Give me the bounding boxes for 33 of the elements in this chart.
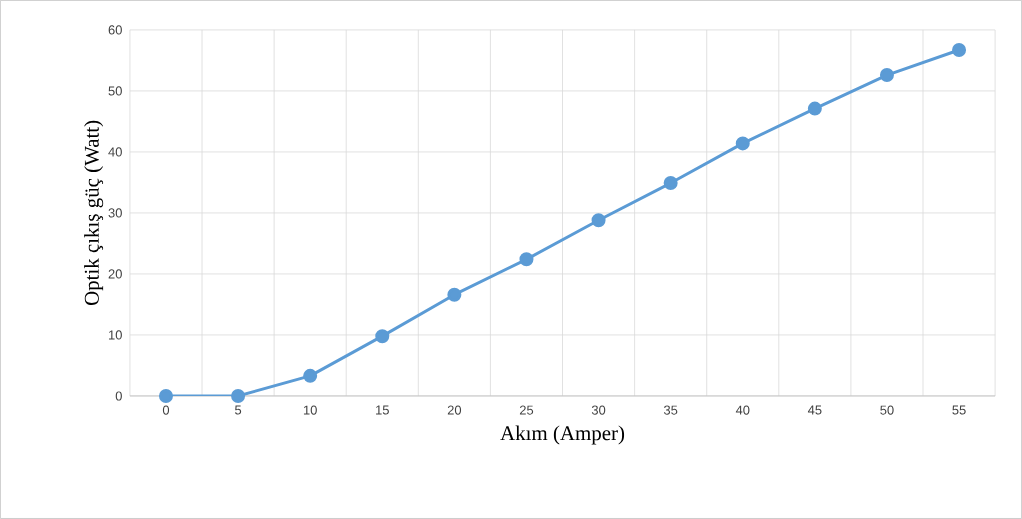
y-axis-title: Optik çıkış güç (Watt) xyxy=(84,120,104,306)
x-tick-label: 20 xyxy=(447,405,462,415)
y-tick-label: 20 xyxy=(108,269,122,279)
point xyxy=(158,389,173,404)
x-tick-label: 5 xyxy=(234,405,242,415)
point xyxy=(879,68,894,83)
y-tick-label: 10 xyxy=(108,330,122,340)
point xyxy=(447,287,462,302)
point xyxy=(591,213,606,228)
point xyxy=(952,43,967,58)
y-tick-label: 0 xyxy=(115,391,122,401)
x-tick-label: 25 xyxy=(519,405,534,415)
point xyxy=(807,101,822,116)
x-tick-label: 30 xyxy=(591,405,606,415)
x-tick-label: 40 xyxy=(735,405,750,415)
x-axis-title: Akım (Amper) xyxy=(500,425,625,445)
x-tick-label: 10 xyxy=(303,405,317,415)
x-tick-label: 0 xyxy=(162,405,170,415)
y-tick-label: 40 xyxy=(108,147,122,157)
point xyxy=(231,389,246,404)
x-tick-label: 50 xyxy=(880,405,894,415)
x-tick-label: 55 xyxy=(952,405,966,415)
y-tick-label: 50 xyxy=(108,86,122,96)
y-tick-label: 30 xyxy=(108,208,122,218)
point xyxy=(303,368,318,383)
x-tick-label: 45 xyxy=(807,405,822,415)
point xyxy=(519,252,534,267)
x-tick-label: 35 xyxy=(663,405,678,415)
point xyxy=(375,329,390,344)
y-tick-label: 60 xyxy=(108,25,122,35)
point xyxy=(663,176,678,191)
x-tick-label: 15 xyxy=(376,405,389,415)
point xyxy=(735,136,750,151)
